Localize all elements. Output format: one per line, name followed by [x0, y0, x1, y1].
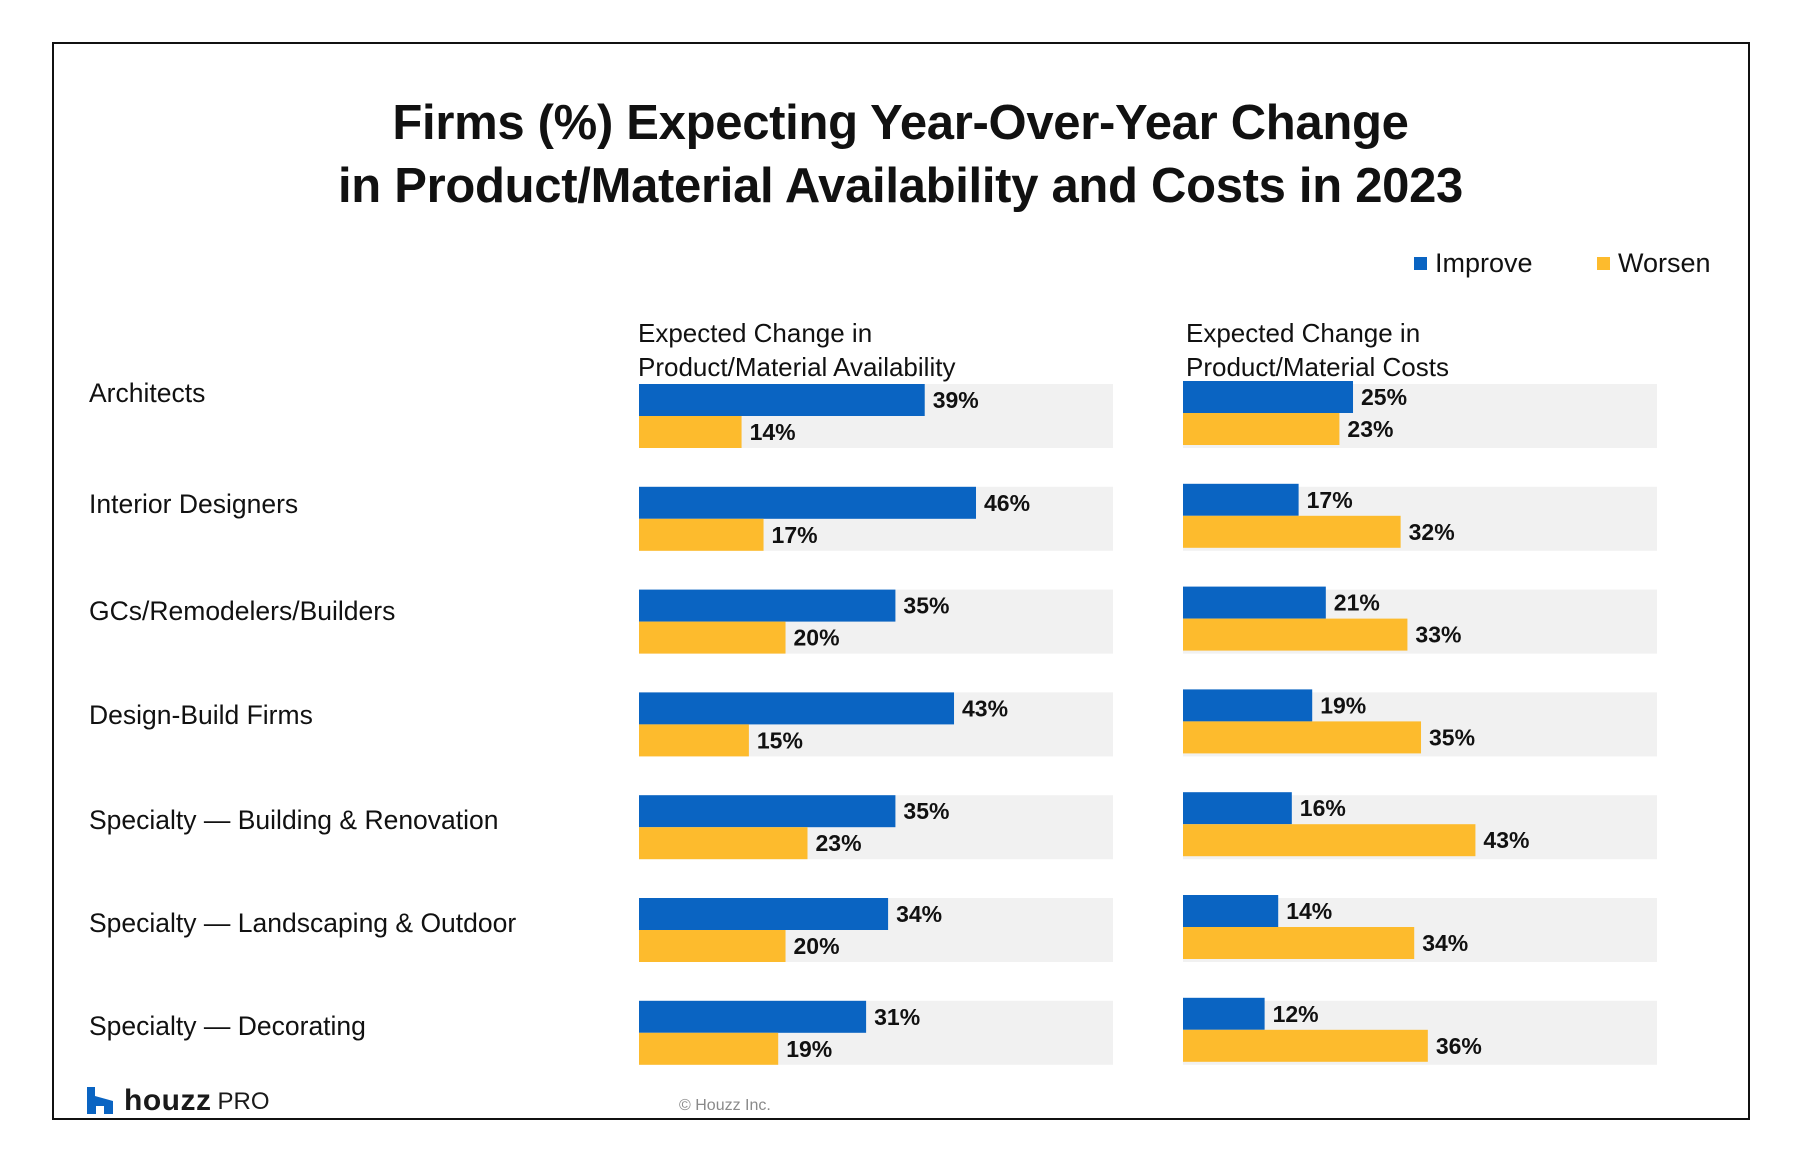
- value-label-costs-improve-design-build-firms: 19%: [1320, 692, 1366, 718]
- value-label-costs-worsen-design-build-firms: 35%: [1429, 724, 1475, 750]
- legend-swatch-improve: [1414, 256, 1427, 270]
- panel-header-costs: Expected Change in Product/Material Cost…: [1186, 316, 1449, 384]
- legend-label-worsen: Worsen: [1618, 247, 1711, 278]
- value-label-costs-improve-specialty-decorating: 12%: [1273, 1001, 1319, 1027]
- bar-costs-worsen-design-build-firms: [1183, 721, 1422, 754]
- houzz-pro-logo: houzz PRO: [87, 1084, 270, 1117]
- value-label-costs-improve-gcs-remodelers-builders: 21%: [1334, 590, 1380, 616]
- value-label-availability-worsen-architects: 14%: [750, 419, 796, 445]
- category-label-specialty-building-renovation: Specialty — Building & Renovation: [89, 805, 499, 836]
- brand-word: houzz: [124, 1084, 212, 1117]
- category-label-interior-designers: Interior Designers: [89, 488, 299, 519]
- bar-availability-improve-gcs-remodelers-builders: [639, 589, 896, 622]
- bar-availability-improve-interior-designers: [639, 486, 977, 519]
- chart-title-line-2: in Product/Material Availability and Cos…: [337, 159, 1464, 213]
- bar-costs-worsen-interior-designers: [1183, 515, 1401, 548]
- category-label-gcs-remodelers-builders: GCs/Remodelers/Builders: [89, 595, 396, 626]
- bar-costs-improve-specialty-landscaping-outdoor: [1183, 895, 1279, 927]
- chart-frame: [52, 42, 1750, 1120]
- bar-availability-worsen-specialty-building-renovation: [639, 827, 808, 860]
- bar-costs-improve-specialty-building-renovation: [1183, 792, 1292, 825]
- value-label-availability-worsen-gcs-remodelers-builders: 20%: [794, 625, 840, 651]
- bar-availability-improve-specialty-decorating: [639, 1000, 867, 1033]
- value-label-costs-improve-architects: 25%: [1361, 384, 1407, 410]
- bar-costs-improve-gcs-remodelers-builders: [1183, 586, 1326, 619]
- bar-costs-improve-design-build-firms: [1183, 689, 1313, 722]
- category-label-architects: Architects: [89, 378, 206, 408]
- value-label-availability-worsen-design-build-firms: 15%: [757, 727, 803, 753]
- bar-costs-improve-interior-designers: [1183, 483, 1299, 516]
- bar-costs-worsen-specialty-landscaping-outdoor: [1183, 927, 1415, 959]
- bar-availability-worsen-interior-designers: [639, 518, 764, 551]
- brand-suffix: PRO: [217, 1088, 270, 1115]
- legend-label-improve: Improve: [1435, 247, 1533, 278]
- value-label-availability-improve-design-build-firms: 43%: [962, 695, 1008, 721]
- copyright-text: © Houzz Inc.: [679, 1097, 771, 1114]
- bar-availability-worsen-architects: [639, 416, 742, 448]
- bar-availability-improve-architects: [639, 384, 925, 416]
- panel-header-costs-line-2: Product/Material Costs: [1186, 352, 1449, 382]
- value-label-availability-improve-gcs-remodelers-builders: 35%: [903, 593, 949, 619]
- panel-header-availability-line-2: Product/Material Availability: [638, 352, 956, 382]
- bar-availability-worsen-gcs-remodelers-builders: [639, 621, 786, 654]
- bar-availability-improve-design-build-firms: [639, 692, 955, 725]
- value-label-availability-improve-specialty-decorating: 31%: [874, 1004, 920, 1030]
- value-label-availability-worsen-specialty-building-renovation: 23%: [816, 830, 862, 856]
- bar-costs-improve-specialty-decorating: [1183, 997, 1265, 1030]
- value-label-costs-improve-specialty-building-renovation: 16%: [1300, 795, 1346, 821]
- value-label-costs-worsen-gcs-remodelers-builders: 33%: [1415, 622, 1461, 648]
- legend-swatch-worsen: [1597, 256, 1610, 270]
- bar-costs-worsen-specialty-building-renovation: [1183, 824, 1476, 857]
- value-label-costs-worsen-specialty-decorating: 36%: [1436, 1033, 1482, 1059]
- bar-costs-worsen-gcs-remodelers-builders: [1183, 618, 1408, 651]
- value-label-costs-improve-interior-designers: 17%: [1307, 487, 1353, 513]
- value-label-availability-improve-specialty-building-renovation: 35%: [903, 798, 949, 824]
- chart-title-line-1: Firms (%) Expecting Year-Over-Year Chang…: [392, 96, 1409, 150]
- panel-header-costs-line-1: Expected Change in: [1186, 318, 1421, 348]
- legend-item-worsen: Worsen: [1597, 248, 1711, 278]
- panel-header-availability: Expected Change in Product/Material Avai…: [638, 316, 955, 384]
- chart-title: Firms (%) Expecting Year-Over-Year Chang…: [0, 92, 1801, 218]
- value-label-availability-worsen-specialty-landscaping-outdoor: 20%: [794, 933, 840, 959]
- bar-availability-worsen-specialty-decorating: [639, 1032, 779, 1065]
- legend-item-improve: Improve: [1414, 248, 1533, 278]
- bar-availability-improve-specialty-building-renovation: [639, 795, 896, 828]
- category-label-specialty-landscaping-outdoor: Specialty — Landscaping & Outdoor: [89, 908, 517, 938]
- value-label-costs-improve-specialty-landscaping-outdoor: 14%: [1286, 898, 1332, 924]
- houzz-logo-icon: [87, 1087, 113, 1114]
- value-label-availability-improve-specialty-landscaping-outdoor: 34%: [896, 901, 942, 927]
- value-label-costs-worsen-architects: 23%: [1347, 416, 1393, 442]
- bar-availability-worsen-specialty-landscaping-outdoor: [639, 930, 786, 962]
- value-label-availability-worsen-specialty-decorating: 19%: [786, 1036, 832, 1062]
- value-label-costs-worsen-specialty-building-renovation: 43%: [1483, 827, 1529, 853]
- value-label-costs-worsen-interior-designers: 32%: [1409, 519, 1455, 545]
- bar-costs-improve-architects: [1183, 381, 1354, 413]
- category-label-specialty-decorating: Specialty — Decorating: [89, 1010, 366, 1041]
- bar-availability-improve-specialty-landscaping-outdoor: [639, 898, 889, 930]
- bar-availability-worsen-design-build-firms: [639, 724, 749, 757]
- bar-costs-worsen-architects: [1183, 413, 1340, 445]
- value-label-availability-worsen-interior-designers: 17%: [772, 522, 818, 548]
- value-label-availability-improve-interior-designers: 46%: [984, 490, 1030, 516]
- category-label-design-build-firms: Design-Build Firms: [89, 700, 313, 731]
- value-label-availability-improve-architects: 39%: [933, 387, 979, 413]
- value-label-costs-worsen-specialty-landscaping-outdoor: 34%: [1422, 930, 1468, 956]
- panel-header-availability-line-1: Expected Change in: [638, 318, 873, 348]
- bar-costs-worsen-specialty-decorating: [1183, 1029, 1428, 1062]
